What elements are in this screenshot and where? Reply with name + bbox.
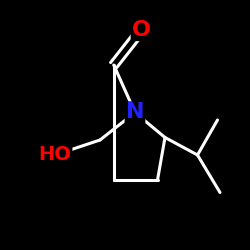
Text: HO: HO — [38, 146, 72, 165]
Text: N: N — [126, 102, 144, 122]
Text: O: O — [132, 20, 151, 40]
